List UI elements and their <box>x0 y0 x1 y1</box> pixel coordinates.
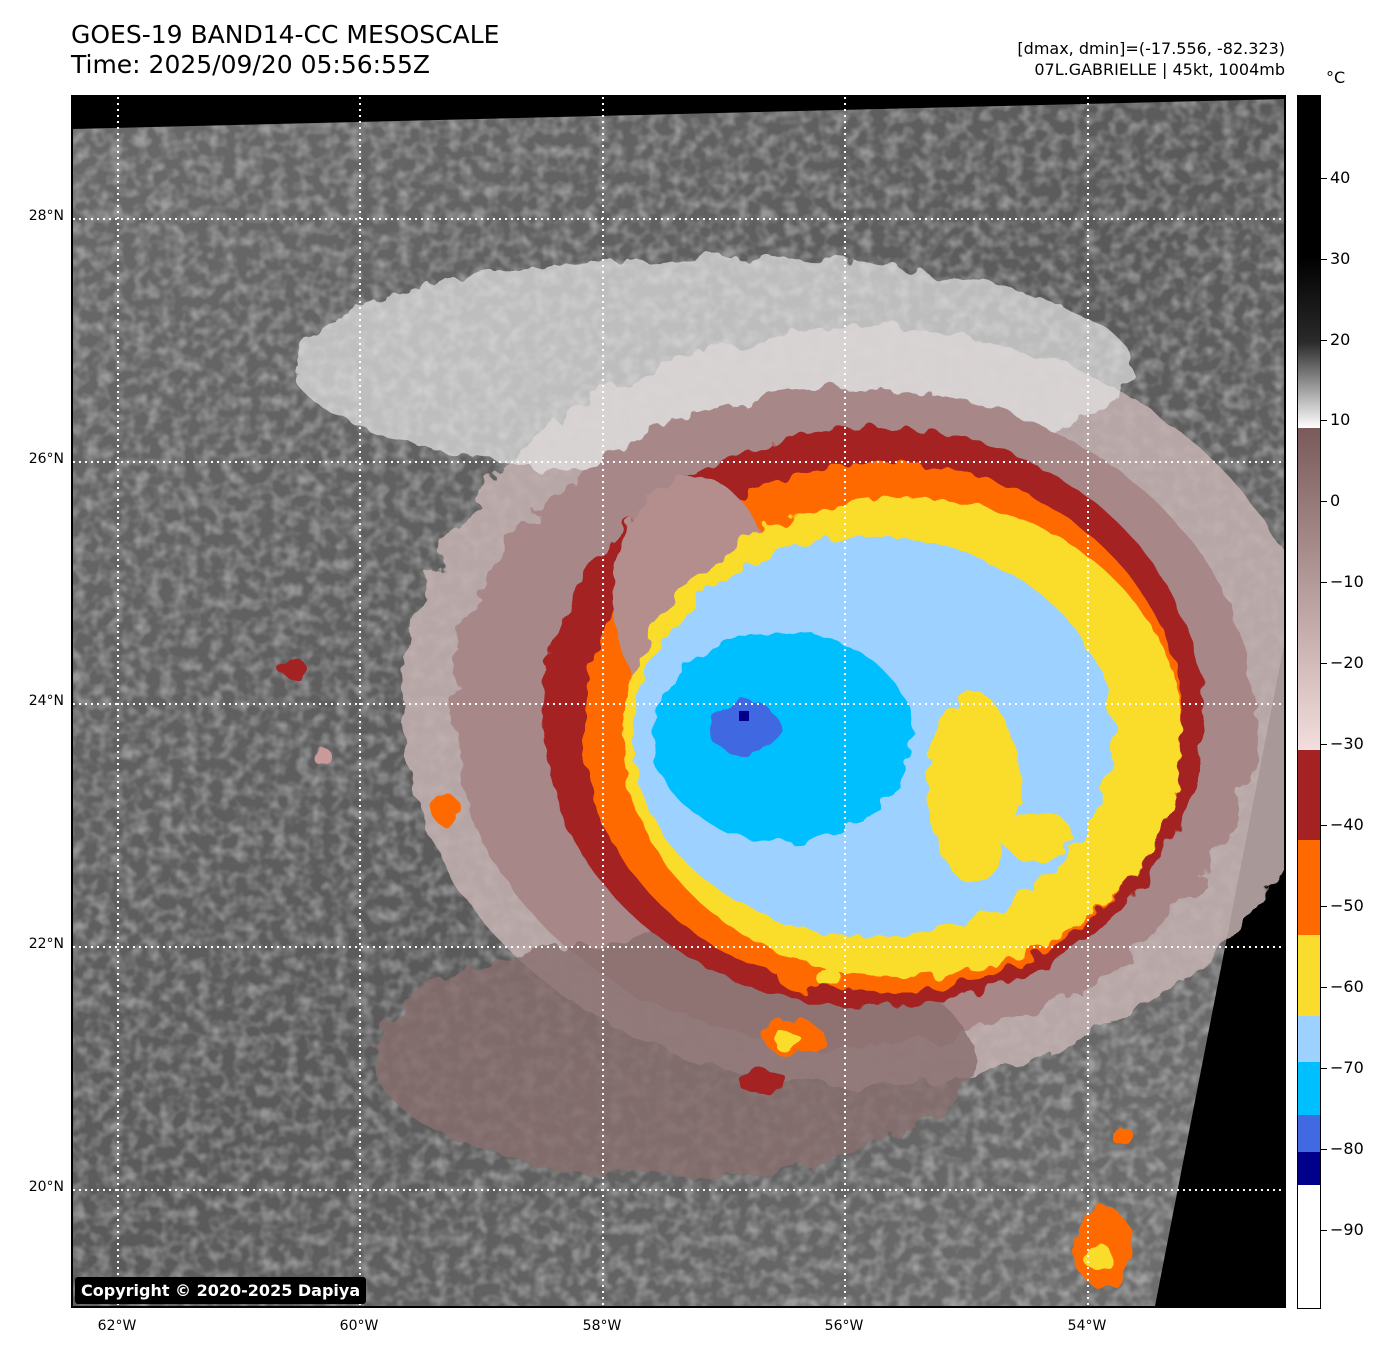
cbar-label-0: 0 <box>1330 491 1341 510</box>
cbar-tick <box>1321 1230 1327 1231</box>
cbar-label-40: 40 <box>1330 168 1351 187</box>
cbar-label-m20: −20 <box>1330 653 1364 672</box>
cbar-tick <box>1321 178 1327 179</box>
lon-label-56w: 56°W <box>824 1318 864 1334</box>
cbar-tick <box>1321 259 1327 260</box>
cbar-tick <box>1321 663 1327 664</box>
cbar-tick <box>1321 825 1327 826</box>
cbar-tick <box>1321 340 1327 341</box>
lat-label-26n: 26°N <box>28 451 64 467</box>
copyright-badge: Copyright © 2020-2025 Dapiya <box>75 1277 367 1304</box>
colorbar <box>1297 95 1321 1309</box>
lon-label-54w: 54°W <box>1067 1318 1107 1334</box>
info-storm: 07L.GABRIELLE | 45kt, 1004mb <box>1034 60 1285 79</box>
colorbar-unit: °C <box>1326 68 1346 87</box>
info-dmax-dmin: [dmax, dmin]=(-17.556, -82.323) <box>1017 39 1285 58</box>
cbar-tick <box>1321 1149 1327 1150</box>
lon-label-60w: 60°W <box>339 1318 379 1334</box>
cbar-label-m60: −60 <box>1330 977 1364 996</box>
chart-title: GOES-19 BAND14-CC MESOSCALE Time: 2025/0… <box>71 20 499 80</box>
lat-label-22n: 22°N <box>28 936 64 952</box>
colorbar-svg <box>1298 96 1320 1308</box>
cbar-label-m90: −90 <box>1330 1220 1364 1239</box>
cbar-tick <box>1321 744 1327 745</box>
cbar-tick <box>1321 582 1327 583</box>
cbar-label-10: 10 <box>1330 410 1351 429</box>
lat-label-28n: 28°N <box>28 208 64 224</box>
cbar-tick <box>1321 987 1327 988</box>
satellite-imagery-svg <box>73 97 1284 1306</box>
cbar-label-m70: −70 <box>1330 1058 1364 1077</box>
cbar-label-m80: −80 <box>1330 1139 1364 1158</box>
lat-label-24n: 24°N <box>28 693 64 709</box>
title-line-2: Time: 2025/09/20 05:56:55Z <box>71 50 430 79</box>
storm-info: [dmax, dmin]=(-17.556, -82.323) 07L.GABR… <box>1017 38 1285 80</box>
cbar-label-m40: −40 <box>1330 815 1364 834</box>
cbar-label-m30: −30 <box>1330 734 1364 753</box>
cbar-tick <box>1321 501 1327 502</box>
title-line-1: GOES-19 BAND14-CC MESOSCALE <box>71 20 500 49</box>
cbar-tick <box>1321 1068 1327 1069</box>
lon-label-58w: 58°W <box>582 1318 622 1334</box>
gridlines <box>73 97 1284 1306</box>
cbar-tick <box>1321 906 1327 907</box>
cbar-label-m50: −50 <box>1330 896 1364 915</box>
satellite-image: Copyright © 2020-2025 Dapiya <box>71 95 1286 1308</box>
lon-label-62w: 62°W <box>97 1318 137 1334</box>
cbar-label-20: 20 <box>1330 330 1351 349</box>
cbar-label-30: 30 <box>1330 249 1351 268</box>
cbar-tick <box>1321 420 1327 421</box>
cbar-label-m10: −10 <box>1330 572 1364 591</box>
lat-label-20n: 20°N <box>28 1179 64 1195</box>
